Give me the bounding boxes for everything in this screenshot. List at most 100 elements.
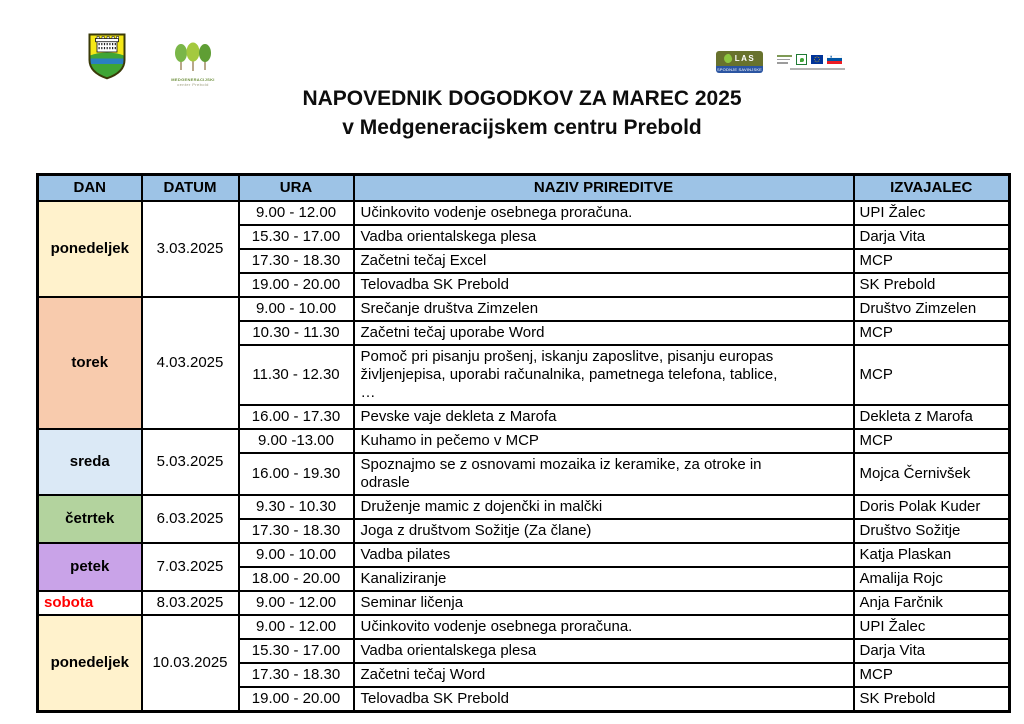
las-logo-subtitle: SPODNJE SAVINJSKE DOLINE: [716, 66, 763, 73]
date-cell: 4.03.2025: [140, 296, 240, 430]
provider-cell: SK Prebold: [852, 272, 1011, 298]
provider-cell: MCP: [852, 344, 1011, 406]
event-row: 10.30 - 11.30 Začetni tečaj uporabe Word M…: [38, 320, 1011, 346]
time-cell: 9.00 -13.00: [237, 428, 355, 454]
time-cell: 17.30 - 18.30: [237, 248, 355, 274]
date-cell: 10.03.2025: [140, 614, 240, 712]
name-cell: Spoznajmo se z osnovami mozaika iz keram…: [352, 452, 855, 496]
name-cell: Telovadba SK Prebold: [352, 686, 855, 712]
provider-cell: Amalija Rojc: [852, 566, 1011, 592]
eu-flag-icon: [811, 55, 823, 64]
date-cell: 7.03.2025: [140, 542, 240, 592]
time-cell: 19.00 - 20.00: [237, 686, 355, 712]
day-cell: sobota: [36, 590, 143, 616]
provider-cell: UPI Žalec: [852, 614, 1011, 640]
institution-text: [777, 55, 792, 64]
event-row: 16.00 - 17.30 Pevske vaje dekleta z Marof…: [38, 404, 1011, 430]
time-cell: 9.30 - 10.30: [237, 494, 355, 520]
time-cell: 9.00 - 10.00: [237, 296, 355, 322]
event-row: 15.30 - 17.00 Vadba orientalskega plesa Da…: [38, 224, 1011, 250]
event-row: sreda 5.03.2025 9.00 -13.00 Kuhamo in pečem…: [36, 428, 1011, 496]
event-row: ponedeljek 10.03.2025 9.00 - 12.00 Učinkovi…: [36, 614, 1011, 712]
time-cell: 19.00 - 20.00: [237, 272, 355, 298]
event-row: 11.30 - 12.30 Pomoč pri pisanju prošenj, …: [38, 344, 1011, 406]
provider-cell: MCP: [852, 428, 1011, 454]
time-cell: 16.00 - 19.30: [237, 452, 355, 496]
event-row: četrtek 6.03.2025 9.30 - 10.30 Druženje mam…: [36, 494, 1011, 544]
provider-cell: Darja Vita: [852, 224, 1011, 250]
time-cell: 9.00 - 10.00: [237, 542, 355, 568]
event-row: 19.00 - 20.00 Telovadba SK Prebold SK Preb…: [38, 686, 1011, 712]
time-cell: 18.00 - 20.00: [237, 566, 355, 592]
provider-cell: Mojca Černivšek: [852, 452, 1011, 496]
column-header-datum: DATUM: [140, 173, 240, 202]
time-cell: 15.30 - 17.00: [237, 224, 355, 250]
time-cell: 10.30 - 11.30: [237, 320, 355, 346]
name-cell: Druženje mamic z dojenčki in malčki: [352, 494, 855, 520]
column-header-naziv: NAZIV PRIREDITVE: [352, 173, 855, 202]
time-cell: 11.30 - 12.30: [237, 344, 355, 406]
name-cell: Srečanje društva Zimzelen: [352, 296, 855, 322]
day-cell: petek: [36, 542, 143, 592]
provider-cell: Doris Polak Kuder: [852, 494, 1011, 520]
event-row: 16.00 - 19.30 Spoznajmo se z osnovami moz…: [38, 452, 1011, 496]
time-cell: 17.30 - 18.30: [237, 662, 355, 688]
slovenia-flag-icon: [827, 55, 842, 64]
name-cell: Pevske vaje dekleta z Marofa: [352, 404, 855, 430]
name-cell: Učinkovito vodenje osebnega proračuna.: [352, 614, 855, 640]
event-row: 15.30 - 17.00 Vadba orientalskega plesa Da…: [38, 638, 1011, 664]
las-leaf-icon: [722, 53, 733, 64]
time-cell: 16.00 - 17.30: [237, 404, 355, 430]
name-cell: Vadba orientalskega plesa: [352, 638, 855, 664]
date-cell: 6.03.2025: [140, 494, 240, 544]
mcp-trees-logo: MEDGENERACIJSKI center Prebold: [169, 42, 217, 87]
name-cell: Kanaliziranje: [352, 566, 855, 592]
time-cell: 17.30 - 18.30: [237, 518, 355, 544]
eu-logos-cluster: [777, 54, 853, 72]
name-cell: Vadba orientalskega plesa: [352, 224, 855, 250]
event-row: petek 7.03.2025 9.00 - 10.00 Vadba pilates K…: [36, 542, 1011, 592]
name-cell: Pomoč pri pisanju prošenj, iskanju zapos…: [352, 344, 855, 406]
time-cell: 9.00 - 12.00: [237, 590, 355, 616]
name-cell: Vadba pilates: [352, 542, 855, 568]
provider-cell: SK Prebold: [852, 686, 1011, 712]
name-cell: Začetni tečaj Excel: [352, 248, 855, 274]
date-cell: 3.03.2025: [140, 200, 240, 298]
date-cell: 8.03.2025: [140, 590, 240, 616]
name-cell: Joga z društvom Sožitje (Za člane): [352, 518, 855, 544]
page-title: NAPOVEDNIK DOGODKOV ZA MAREC 2025 v Medg…: [36, 84, 1008, 142]
event-row: sobota 8.03.2025 9.00 - 12.00 Seminar ličen…: [36, 590, 1011, 616]
eu-caption-text: [790, 68, 845, 70]
three-trees-icon: [175, 42, 211, 71]
time-cell: 15.30 - 17.00: [237, 638, 355, 664]
day-cell: sreda: [36, 428, 143, 496]
name-cell: Kuhamo in pečemo v MCP: [352, 428, 855, 454]
event-row: 17.30 - 18.30 Začetni tečaj Word MCP: [38, 662, 1011, 688]
provider-cell: MCP: [852, 248, 1011, 274]
provider-cell: UPI Žalec: [852, 200, 1011, 226]
column-header-ura: URA: [237, 173, 355, 202]
date-cell: 5.03.2025: [140, 428, 240, 496]
provider-cell: Društvo Sožitje: [852, 518, 1011, 544]
time-cell: 9.00 - 12.00: [237, 200, 355, 226]
day-cell: ponedeljek: [36, 614, 143, 712]
event-row: torek 4.03.2025 9.00 - 10.00 Srečanje društ…: [36, 296, 1011, 430]
events-table-body: ponedeljek 3.03.2025 9.00 - 12.00 Učinkovit…: [36, 200, 1011, 712]
name-cell: Seminar ličenja: [352, 590, 855, 616]
day-cell: četrtek: [36, 494, 143, 544]
event-row: 17.30 - 18.30 Začetni tečaj Excel MCP: [38, 248, 1011, 274]
provider-cell: Katja Plaskan: [852, 542, 1011, 568]
event-row: 17.30 - 18.30 Joga z društvom Sožitje (Za…: [38, 518, 1011, 544]
day-cell: torek: [36, 296, 143, 430]
column-header-dan: DAN: [36, 173, 143, 202]
prp-box-icon: [796, 54, 807, 65]
mcp-logo-line1: MEDGENERACIJSKI: [171, 77, 215, 82]
day-cell: ponedeljek: [36, 200, 143, 298]
provider-cell: MCP: [852, 662, 1011, 688]
prebold-coat-of-arms-icon: [88, 33, 126, 85]
provider-cell: Dekleta z Marofa: [852, 404, 1011, 430]
event-row: ponedeljek 3.03.2025 9.00 - 12.00 Učinkovit…: [36, 200, 1011, 298]
provider-cell: Darja Vita: [852, 638, 1011, 664]
event-row: 18.00 - 20.00 Kanaliziranje Amalija Rojc: [38, 566, 1011, 592]
